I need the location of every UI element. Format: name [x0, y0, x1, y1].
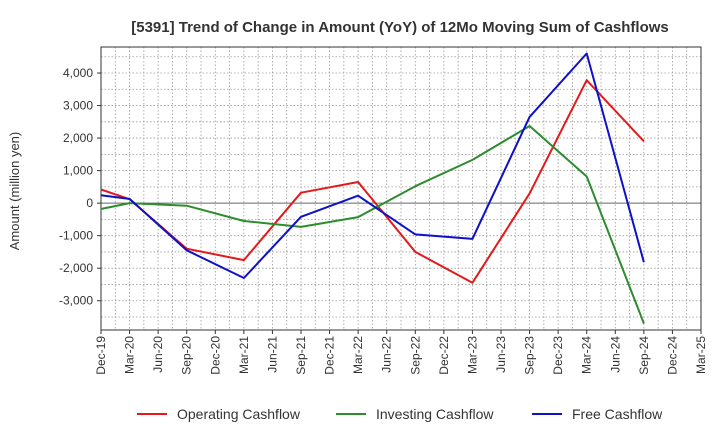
legend-label-investing-cashflow: Investing Cashflow	[376, 406, 494, 422]
x-tick-label: Jun-21	[265, 336, 279, 373]
legend-label-free-cashflow: Free Cashflow	[572, 406, 663, 422]
legend: Operating Cashflow Investing Cashflow Free…	[137, 406, 663, 422]
y-tick-label: -1,000	[59, 229, 93, 243]
free-cashflow-line	[100, 52, 645, 279]
plot-area	[100, 46, 702, 331]
x-tick-label: Jun-24	[608, 336, 622, 373]
y-tick-label: 4,000	[63, 66, 93, 80]
x-tick-label: Dec-22	[437, 336, 451, 375]
series-lines	[100, 52, 645, 324]
x-tick-label: Jun-22	[380, 336, 394, 373]
x-tick-label: Mar-22	[351, 336, 365, 374]
y-axis-ticks: -3,000 -2,000 -1,000 0 1,000 2,000 3,000 4,000	[59, 66, 101, 308]
x-tick-label: Sep-22	[408, 336, 422, 375]
y-tick-label: 0	[86, 196, 93, 210]
x-tick-label: Dec-23	[551, 336, 565, 375]
x-tick-label: Sep-21	[294, 336, 308, 375]
x-tick-label: Sep-20	[180, 336, 194, 375]
x-tick-label: Mar-25	[694, 336, 708, 374]
x-tick-label: Dec-20	[208, 336, 222, 375]
investing-cashflow-line	[100, 125, 645, 324]
y-axis-label: Amount (million yen)	[7, 132, 22, 251]
y-tick-label: 2,000	[63, 131, 93, 145]
x-tick-label: Mar-21	[237, 336, 251, 374]
x-axis-ticks: Dec-19 Mar-20 Jun-20 Sep-20 Dec-20 Mar-21 Jun-…	[94, 330, 708, 375]
x-tick-label: Dec-24	[665, 336, 679, 375]
x-tick-label: Sep-23	[523, 336, 537, 375]
y-tick-label: 1,000	[63, 164, 93, 178]
grid	[100, 47, 702, 330]
x-tick-label: Jun-20	[151, 336, 165, 373]
x-tick-label: Jun-23	[494, 336, 508, 373]
y-tick-label: -2,000	[59, 261, 93, 275]
x-tick-label: Sep-24	[637, 336, 651, 375]
y-tick-label: -3,000	[59, 294, 93, 308]
x-tick-label: Dec-21	[323, 336, 337, 375]
x-tick-label: Dec-19	[94, 336, 108, 375]
y-tick-label: 3,000	[63, 99, 93, 113]
chart-title: [5391] Trend of Change in Amount (YoY) o…	[131, 19, 669, 36]
x-tick-label: Mar-23	[465, 336, 479, 374]
x-tick-label: Mar-24	[580, 336, 594, 374]
x-tick-label: Mar-20	[123, 336, 137, 374]
legend-label-operating-cashflow: Operating Cashflow	[177, 406, 301, 422]
